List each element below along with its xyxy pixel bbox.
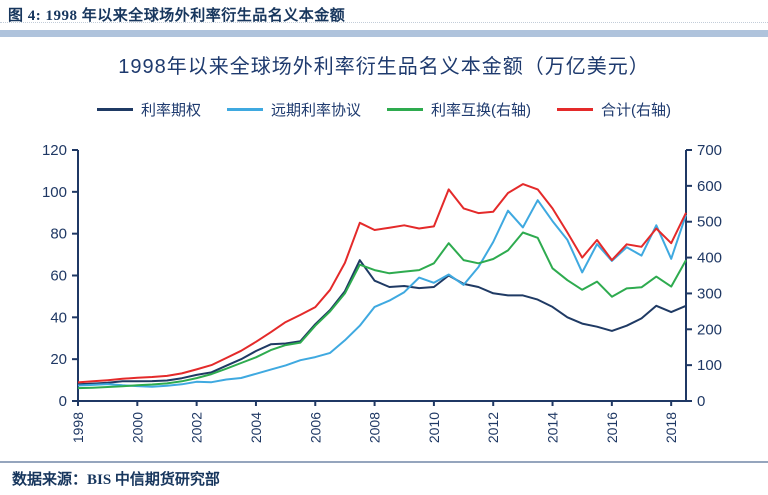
svg-text:2018: 2018: [663, 412, 679, 443]
legend-label: 利率互换(右轴): [431, 102, 532, 119]
svg-text:2008: 2008: [367, 412, 383, 443]
series-line-3: [77, 183, 687, 384]
legend-swatch-line-icon: [557, 108, 594, 111]
svg-text:100: 100: [42, 184, 67, 201]
legend-swatch-line-icon: [96, 108, 133, 111]
footer-divider: [0, 461, 768, 463]
legend-swatch-line-icon: [387, 108, 424, 111]
svg-text:20: 20: [50, 351, 67, 368]
svg-text:2010: 2010: [426, 412, 442, 443]
svg-text:300: 300: [697, 285, 722, 302]
svg-text:100: 100: [697, 357, 722, 374]
svg-text:60: 60: [50, 268, 67, 285]
svg-text:0: 0: [697, 393, 705, 410]
legend-swatch-line-icon: [227, 108, 263, 111]
legend-item-fra: 远期利率协议: [227, 99, 361, 120]
svg-text:120: 120: [42, 142, 67, 159]
svg-text:2014: 2014: [545, 412, 561, 443]
svg-text:200: 200: [697, 321, 722, 338]
chart-title: 1998年以来全球场外利率衍生品名义本金额（万亿美元）: [118, 56, 650, 78]
svg-text:2006: 2006: [307, 412, 323, 443]
left-axis-labels: 0 20 40 60 80 100 120: [42, 142, 67, 410]
svg-text:2002: 2002: [189, 412, 205, 443]
legend-item-total: 合计(右轴): [557, 99, 671, 120]
svg-text:40: 40: [50, 309, 67, 326]
figure-caption: 图 4: 1998 年以来全球场外利率衍生品名义本金额: [8, 8, 346, 24]
x-axis-labels: 1998 2000 2002 2004 2006 2008 2010 2012 2014 2016…: [70, 412, 679, 443]
series-line-0: [77, 259, 687, 386]
series-line-2: [77, 231, 687, 390]
chart-legend: 利率期权 远期利率协议 利率互换(右轴) 合计(右轴): [0, 99, 768, 120]
legend-item-options: 利率期权: [96, 99, 201, 120]
svg-text:80: 80: [50, 226, 67, 243]
data-source: 数据来源：BIS 中信期货研究部: [12, 472, 220, 488]
svg-text:2016: 2016: [604, 412, 620, 443]
svg-text:600: 600: [697, 178, 722, 195]
svg-text:2000: 2000: [129, 412, 145, 443]
legend-label: 远期利率协议: [271, 102, 362, 119]
legend-item-swaps: 利率互换(右轴): [387, 99, 531, 120]
svg-text:2004: 2004: [248, 412, 264, 443]
table-border-dotted: [0, 22, 768, 23]
svg-text:0: 0: [59, 393, 67, 410]
svg-text:1998: 1998: [70, 412, 86, 443]
svg-text:2012: 2012: [485, 412, 501, 443]
legend-label: 合计(右轴): [601, 102, 672, 119]
axes: [72, 149, 692, 406]
svg-text:500: 500: [697, 214, 722, 231]
series-line-1: [77, 199, 687, 388]
svg-text:700: 700: [697, 142, 722, 159]
right-axis-labels: 0 100 200 300 400 500 600 700: [697, 142, 722, 410]
header-divider-bar: [0, 30, 768, 37]
svg-text:400: 400: [697, 250, 722, 267]
legend-label: 利率期权: [140, 102, 201, 119]
